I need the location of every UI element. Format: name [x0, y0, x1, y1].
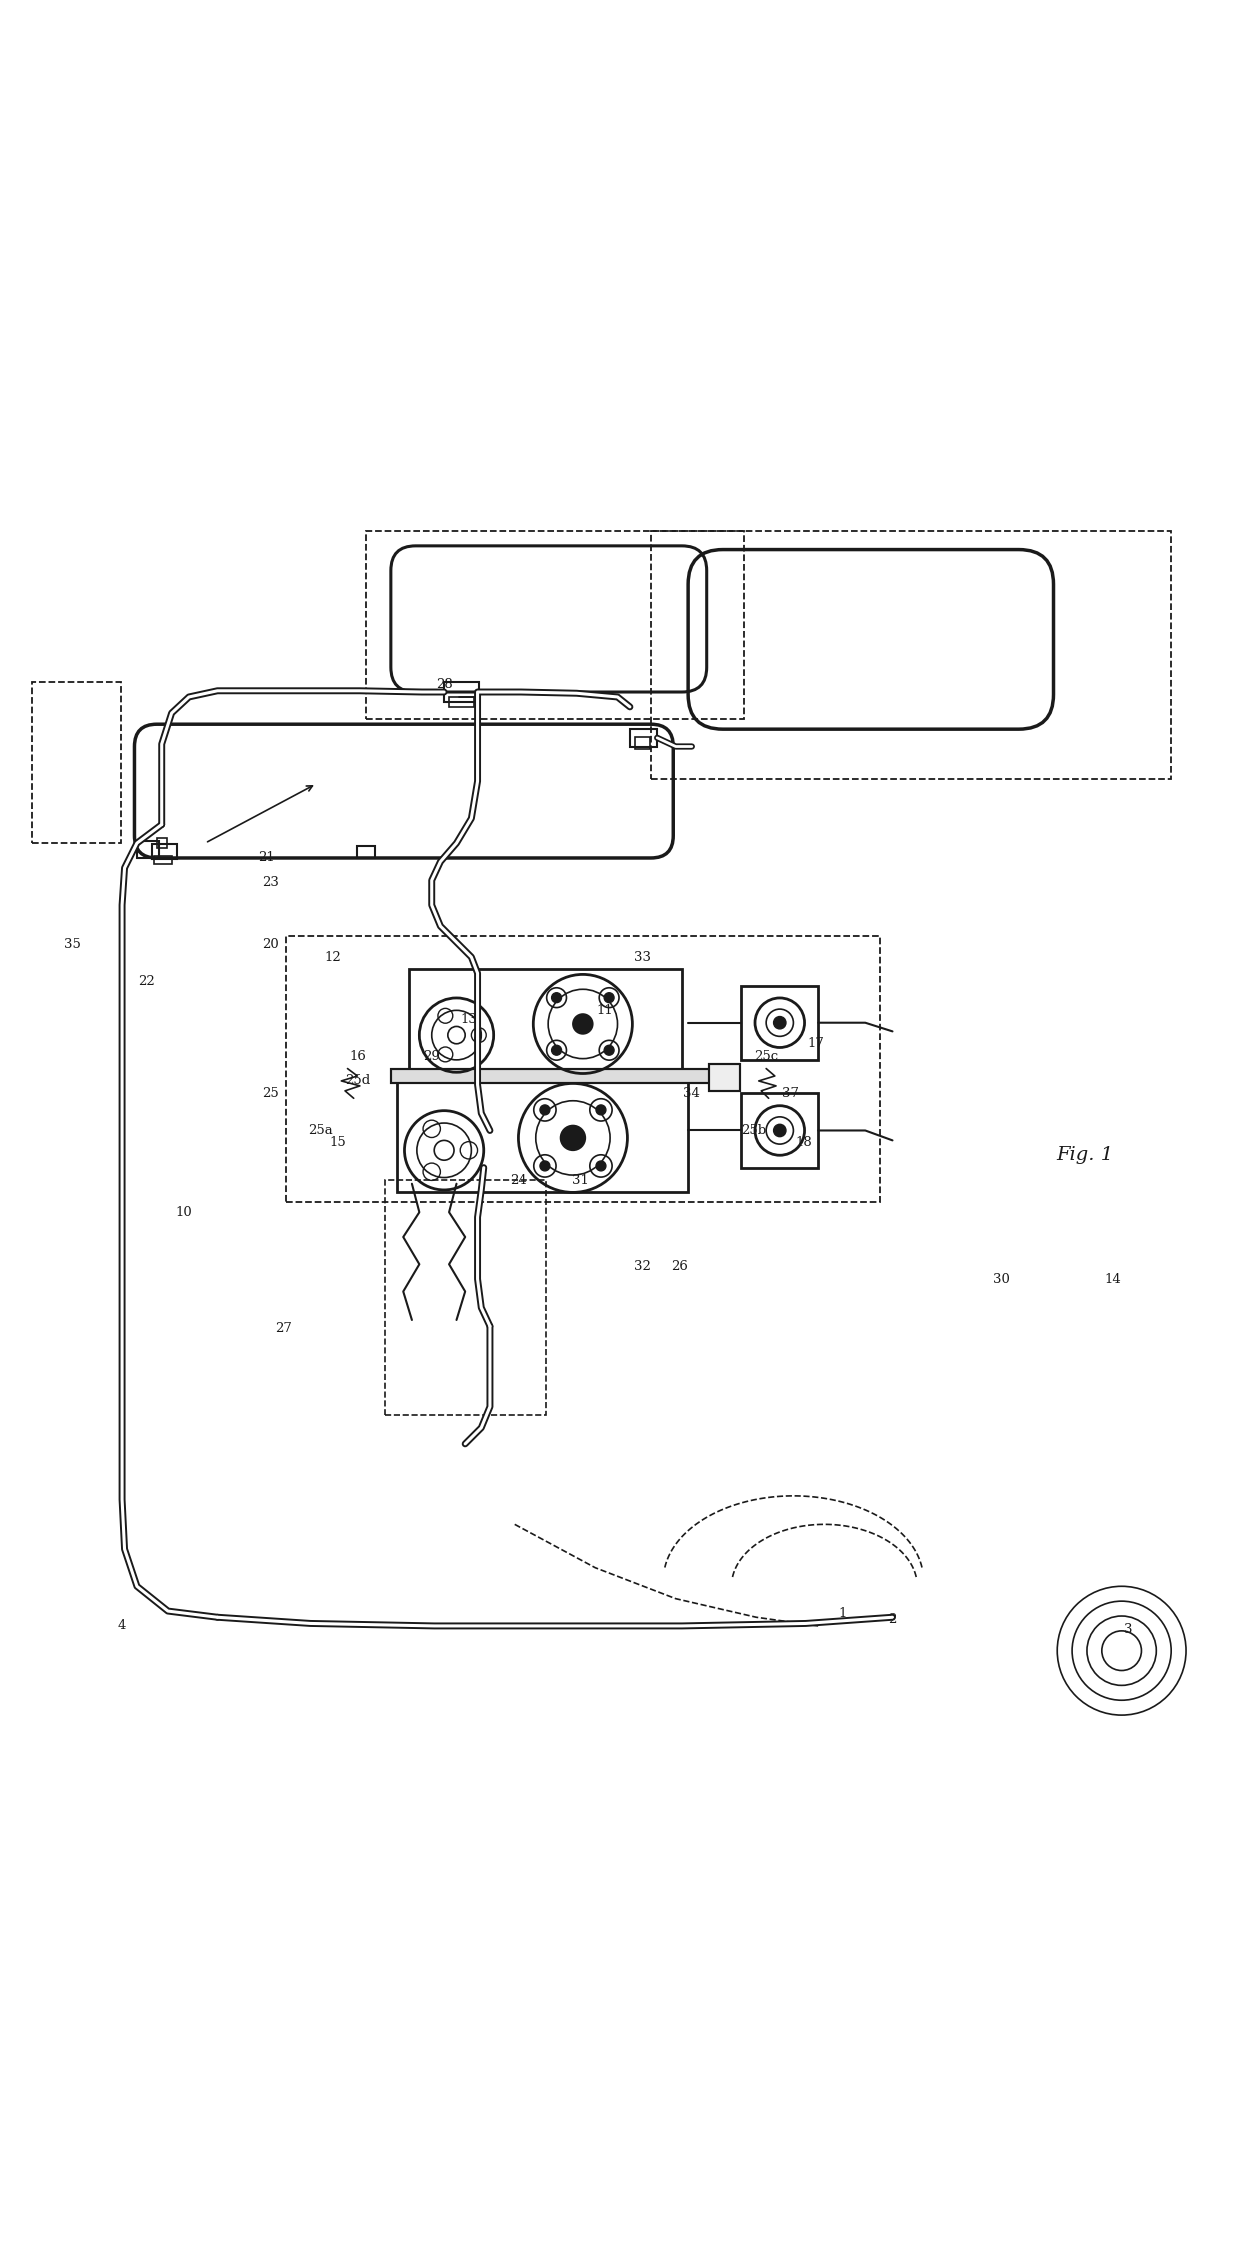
Circle shape: [539, 1162, 549, 1171]
Text: 34: 34: [683, 1087, 701, 1101]
Text: 23: 23: [263, 875, 279, 889]
Bar: [366, 530, 744, 720]
Bar: [444, 681, 479, 702]
Text: 35: 35: [64, 938, 81, 952]
Text: 27: 27: [275, 1322, 291, 1336]
Bar: [32, 681, 120, 844]
Text: 4: 4: [118, 1620, 126, 1633]
Bar: [409, 970, 682, 1078]
Text: 2: 2: [888, 1613, 897, 1627]
Circle shape: [596, 1162, 606, 1171]
Circle shape: [552, 1045, 562, 1056]
Text: 30: 30: [993, 1272, 1009, 1286]
Text: 33: 33: [634, 950, 651, 963]
Text: 3: 3: [1123, 1622, 1132, 1636]
Text: 24: 24: [510, 1173, 527, 1187]
Text: 29: 29: [423, 1049, 440, 1063]
Bar: [151, 844, 176, 860]
Circle shape: [604, 1045, 614, 1056]
Bar: [391, 1069, 725, 1083]
Text: 31: 31: [572, 1173, 589, 1187]
Circle shape: [573, 1013, 593, 1033]
Text: 32: 32: [634, 1261, 651, 1272]
Text: 26: 26: [671, 1261, 688, 1272]
Bar: [397, 1078, 688, 1193]
Bar: [449, 697, 474, 706]
Text: 12: 12: [325, 950, 341, 963]
Circle shape: [774, 1017, 786, 1029]
Circle shape: [604, 993, 614, 1002]
Text: 15: 15: [330, 1137, 346, 1148]
Text: 25b: 25b: [742, 1123, 766, 1137]
Text: 28: 28: [435, 679, 453, 690]
Circle shape: [774, 1123, 786, 1137]
Circle shape: [560, 1126, 585, 1151]
Bar: [384, 1180, 546, 1415]
Bar: [742, 1094, 818, 1169]
Circle shape: [539, 1105, 549, 1114]
Text: 18: 18: [795, 1137, 812, 1148]
Circle shape: [552, 993, 562, 1002]
Bar: [156, 839, 166, 848]
Bar: [651, 530, 1172, 778]
Text: Fig. 1: Fig. 1: [1056, 1146, 1114, 1164]
Bar: [635, 738, 650, 749]
Text: 13: 13: [460, 1013, 477, 1026]
Text: 25d: 25d: [345, 1074, 370, 1087]
Text: 20: 20: [263, 938, 279, 952]
Bar: [630, 729, 657, 747]
Text: 21: 21: [259, 851, 275, 864]
Bar: [154, 855, 171, 864]
Circle shape: [596, 1105, 606, 1114]
Text: 16: 16: [348, 1049, 366, 1063]
Bar: [391, 1069, 725, 1083]
Text: 14: 14: [1105, 1272, 1121, 1286]
Text: 10: 10: [176, 1205, 192, 1218]
Text: 17: 17: [807, 1038, 825, 1051]
Bar: [136, 841, 159, 857]
Bar: [709, 1063, 740, 1092]
Text: 25a: 25a: [308, 1123, 332, 1137]
Bar: [285, 936, 880, 1202]
Text: 37: 37: [782, 1087, 800, 1101]
Text: 1: 1: [838, 1606, 847, 1620]
Text: 22: 22: [139, 975, 155, 988]
Bar: [709, 1063, 740, 1092]
Bar: [742, 986, 818, 1060]
Text: 25c: 25c: [754, 1049, 779, 1063]
Text: 25: 25: [263, 1087, 279, 1101]
Text: 11: 11: [596, 1004, 614, 1017]
Bar: [357, 846, 374, 857]
